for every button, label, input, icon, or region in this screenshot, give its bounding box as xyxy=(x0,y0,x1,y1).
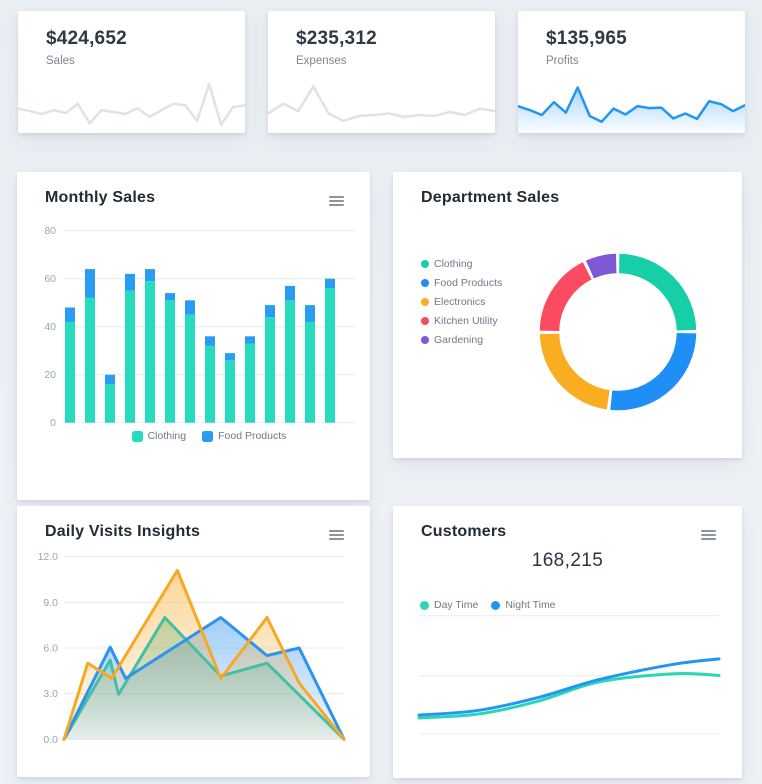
legend-item-gardening[interactable]: Gardening xyxy=(421,334,502,346)
customers-header: Customers xyxy=(393,506,742,544)
customers-legend: Day Time Night Time xyxy=(420,599,556,611)
department-sales-header: Department Sales xyxy=(393,172,742,207)
sales-sparkline-chart xyxy=(18,77,245,133)
department-sales-card: Department Sales Clothing Food Products El… xyxy=(393,172,742,458)
daily-visits-card: Daily Visits Insights 0.0 3.0 6.0 9.0 12.0 xyxy=(17,506,370,777)
legend-label: Kitchen Utility xyxy=(434,315,498,327)
legend-label: Food Products xyxy=(434,277,503,289)
legend-item-electronics[interactable]: Electronics xyxy=(421,296,502,308)
legend-label: Gardening xyxy=(434,334,484,346)
legend-label: Day Time xyxy=(434,599,479,611)
svg-text:60: 60 xyxy=(44,273,56,285)
legend-swatch xyxy=(420,600,429,610)
profits-sparkline-chart xyxy=(518,77,745,133)
monthly-sales-bar-chart: 0 20 40 60 80 xyxy=(44,225,355,429)
customers-total: 168,215 xyxy=(531,550,604,571)
hamburger-menu-icon[interactable] xyxy=(329,192,344,210)
customers-line-chart xyxy=(417,615,721,735)
svg-text:20: 20 xyxy=(44,369,56,381)
daily-visits-title: Daily Visits Insights xyxy=(45,523,201,540)
legend-label: Clothing xyxy=(147,430,187,442)
legend-item-kitchen-utility[interactable]: Kitchen Utility xyxy=(421,315,502,327)
monthly-sales-header: Monthly Sales xyxy=(17,172,370,210)
stat-row: $424,652 Sales $235,312 Expenses $135,96… xyxy=(18,11,745,133)
legend-swatch xyxy=(421,279,429,287)
hamburger-menu-icon[interactable] xyxy=(701,526,716,544)
svg-text:80: 80 xyxy=(44,225,56,237)
legend-label: Food Products xyxy=(218,430,287,442)
stat-card-expenses[interactable]: $235,312 Expenses xyxy=(268,11,495,133)
svg-text:12.0: 12.0 xyxy=(38,551,59,563)
daily-visits-area-chart: 0.0 3.0 6.0 9.0 12.0 xyxy=(38,551,346,746)
daily-visits-header: Daily Visits Insights xyxy=(17,506,370,544)
svg-text:0.0: 0.0 xyxy=(43,734,58,746)
monthly-sales-card: Monthly Sales 0 20 40 60 80 Clothing Food Pro… xyxy=(17,172,370,500)
sales-label: Sales xyxy=(46,55,75,67)
legend-item-food-products[interactable]: Food Products xyxy=(421,277,502,289)
svg-text:3.0: 3.0 xyxy=(43,688,58,700)
legend-item-food-products[interactable]: Food Products xyxy=(202,430,286,442)
legend-swatch xyxy=(131,430,143,442)
legend-label: Night Time xyxy=(505,599,556,611)
department-sales-legend: Clothing Food Products Electronics Kitchen … xyxy=(421,258,502,346)
monthly-sales-title: Monthly Sales xyxy=(45,189,156,206)
legend-swatch xyxy=(491,600,501,610)
legend-label: Clothing xyxy=(434,258,473,270)
expenses-value: $235,312 xyxy=(296,28,377,49)
stat-card-sales[interactable]: $424,652 Sales xyxy=(18,11,245,133)
legend-swatch xyxy=(421,298,429,306)
profits-value: $135,965 xyxy=(546,28,627,49)
profits-label: Profits xyxy=(546,55,579,67)
customers-card: Customers 168,215 Day Time Night Time xyxy=(393,506,742,778)
legend-label: Electronics xyxy=(434,296,486,308)
legend-swatch xyxy=(421,260,429,268)
svg-text:6.0: 6.0 xyxy=(43,642,58,654)
svg-text:9.0: 9.0 xyxy=(43,597,58,609)
hamburger-menu-icon[interactable] xyxy=(329,526,344,544)
legend-swatch xyxy=(202,430,214,442)
legend-swatch xyxy=(421,336,429,344)
monthly-sales-legend: Clothing Food Products xyxy=(63,430,355,442)
legend-item-clothing[interactable]: Clothing xyxy=(421,258,502,270)
legend-item-day-time[interactable]: Day Time xyxy=(420,599,478,611)
customers-title: Customers xyxy=(421,523,507,540)
department-sales-title: Department Sales xyxy=(421,189,560,206)
expenses-sparkline-chart xyxy=(268,77,495,133)
stat-card-profits[interactable]: $135,965 Profits xyxy=(518,11,745,133)
svg-text:0: 0 xyxy=(50,417,56,429)
svg-text:40: 40 xyxy=(44,321,56,333)
expenses-label: Expenses xyxy=(296,55,347,67)
legend-swatch xyxy=(421,317,429,325)
department-sales-donut-chart xyxy=(539,253,697,411)
legend-item-clothing[interactable]: Clothing xyxy=(131,430,187,442)
legend-item-night-time[interactable]: Night Time xyxy=(491,599,556,611)
sales-value: $424,652 xyxy=(46,28,127,49)
